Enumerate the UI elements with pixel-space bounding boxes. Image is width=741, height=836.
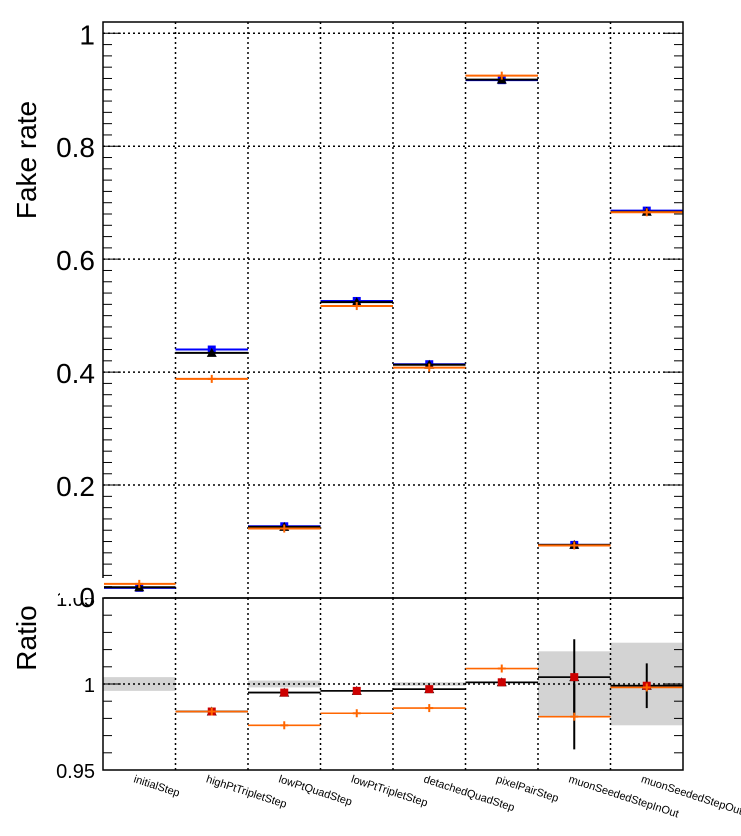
- plot-frame: [102, 597, 684, 771]
- data-point: [280, 688, 289, 697]
- y-tick-label: 1: [84, 675, 95, 697]
- data-point: [642, 208, 651, 217]
- category-label: lowPtTripletStep: [350, 773, 429, 809]
- data-point: [497, 678, 506, 687]
- data-point: [280, 524, 289, 533]
- y-axis-title-fake-rate: Fake rate: [11, 101, 42, 219]
- label-mask: [60, 578, 104, 598]
- y-tick-label: 0.8: [56, 132, 95, 163]
- data-point: [570, 712, 579, 721]
- data-point: [497, 664, 506, 673]
- data-point: [425, 363, 434, 372]
- data-point: [425, 704, 434, 713]
- data-point: [351, 297, 362, 307]
- y-tick-label-zero: 0: [79, 582, 95, 613]
- data-point: [352, 709, 361, 718]
- data-point: [642, 683, 651, 692]
- data-point: [352, 686, 361, 695]
- data-point: [207, 374, 216, 383]
- category-label: highPtTripletStep: [205, 773, 289, 810]
- y-tick-label: 0.2: [56, 471, 95, 502]
- y-tick-label: 0.4: [56, 358, 95, 389]
- data-point: [352, 302, 361, 311]
- data-point: [207, 707, 216, 716]
- data-point: [206, 347, 217, 357]
- data-point: [570, 541, 579, 550]
- y-tick-label: 0.95: [56, 761, 95, 783]
- category-label: lowPtQuadStep: [277, 773, 353, 808]
- category-label: initialStep: [132, 773, 181, 799]
- data-point: [497, 71, 506, 80]
- data-point: [570, 673, 579, 682]
- fake-rate-panel: 0.2 0.4 0.6 0.8 1: [56, 19, 684, 599]
- y-axis-title-ratio: Ratio: [11, 605, 42, 670]
- y-tick-label: 1: [79, 19, 95, 50]
- data-point: [135, 579, 144, 588]
- data-point: [280, 721, 289, 730]
- y-tick-label: 0.6: [56, 245, 95, 276]
- data-point: [425, 685, 434, 694]
